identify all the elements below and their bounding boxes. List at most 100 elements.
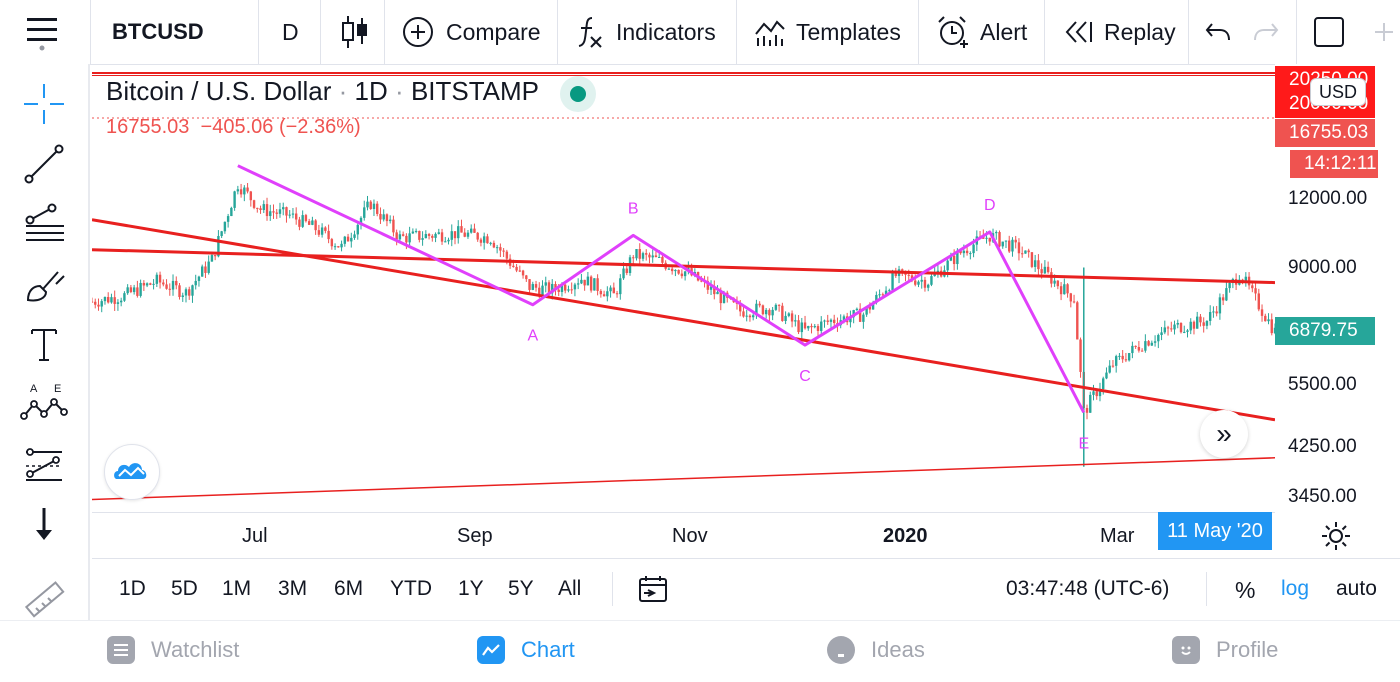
session-clock[interactable]: 03:47:48 (UTC-6) xyxy=(1006,577,1170,600)
last-price-tag: 16755.03 xyxy=(1275,119,1375,147)
range-6m[interactable]: 6M xyxy=(334,577,364,600)
nav-profile[interactable]: Profile xyxy=(1172,636,1278,664)
compare-button[interactable]: Compare xyxy=(402,0,541,64)
candle-body xyxy=(820,321,823,331)
market-status-indicator[interactable] xyxy=(560,76,596,112)
brush-tool[interactable] xyxy=(18,258,70,310)
candle-body xyxy=(311,220,314,225)
forecast-tool[interactable] xyxy=(18,438,70,490)
log-scale-toggle[interactable]: log xyxy=(1281,577,1310,600)
time-axis[interactable] xyxy=(92,512,1275,559)
candle-body xyxy=(593,278,596,291)
currency-badge[interactable]: USD xyxy=(1310,78,1366,106)
candle-body xyxy=(1196,316,1199,329)
chart-settings-button[interactable] xyxy=(1320,520,1352,552)
candle-body xyxy=(1202,322,1205,326)
candle-body xyxy=(1124,359,1128,361)
templates-button[interactable]: Templates xyxy=(754,0,901,64)
candle-body xyxy=(1183,331,1186,333)
candle-body xyxy=(178,285,181,297)
crosshair-date-label: 11 May '20 xyxy=(1158,512,1272,550)
nav-watchlist[interactable]: Watchlist xyxy=(107,636,239,664)
range-5d[interactable]: 5D xyxy=(171,577,198,600)
candle-body xyxy=(1173,324,1176,330)
candle-body xyxy=(453,231,457,239)
symbol-search[interactable]: BTCUSD xyxy=(112,19,204,44)
candle-body xyxy=(1092,391,1095,395)
candle-body xyxy=(1043,266,1047,274)
candle-body xyxy=(554,283,557,290)
redo-button[interactable] xyxy=(1252,0,1280,64)
fullscreen-button[interactable] xyxy=(1312,0,1346,64)
candle-body xyxy=(492,242,496,248)
candle-body xyxy=(917,281,920,285)
lower-trendline xyxy=(92,218,1275,422)
go-to-date-button[interactable] xyxy=(638,574,668,609)
sun-settings-icon xyxy=(1322,522,1350,550)
candle-body xyxy=(353,234,356,238)
candle-body xyxy=(1189,321,1192,331)
tradingview-logo[interactable] xyxy=(104,444,160,500)
candle-body xyxy=(781,305,784,321)
candle-body xyxy=(606,291,609,297)
candle-body xyxy=(716,292,719,295)
candle-body xyxy=(175,280,178,286)
candle-body xyxy=(210,255,214,262)
candle-body xyxy=(1260,309,1264,316)
alert-button[interactable]: Alert xyxy=(936,0,1027,64)
range-5y[interactable]: 5Y xyxy=(508,577,534,600)
percent-scale-toggle[interactable]: % xyxy=(1235,577,1256,603)
range-1d[interactable]: 1D xyxy=(119,577,146,600)
candle-body xyxy=(405,235,408,243)
auto-scale-toggle[interactable]: auto xyxy=(1336,577,1377,600)
candle-body xyxy=(418,230,421,240)
trendline-tool[interactable] xyxy=(18,138,70,190)
more-tools-button[interactable] xyxy=(18,498,70,550)
candle-body xyxy=(956,250,959,265)
menu-icon[interactable] xyxy=(24,0,60,64)
candle-body xyxy=(777,304,781,306)
range-all[interactable]: All xyxy=(558,577,582,600)
candle-body xyxy=(1176,322,1179,325)
range-1y[interactable]: 1Y xyxy=(458,577,484,600)
candle-body xyxy=(152,283,155,285)
chart-canvas[interactable]: A B C D E xyxy=(92,66,1275,512)
chart-type-button[interactable] xyxy=(340,0,370,64)
candle-body xyxy=(995,232,998,234)
candle-body xyxy=(920,279,923,282)
range-ytd[interactable]: YTD xyxy=(390,577,432,600)
candle-body xyxy=(807,325,810,329)
candle-body xyxy=(538,287,541,296)
candle-body xyxy=(366,201,369,208)
text-tool[interactable] xyxy=(18,318,70,370)
candle-body xyxy=(1033,260,1037,267)
indicators-button[interactable]: Indicators xyxy=(576,0,716,64)
candle-body xyxy=(742,311,745,317)
chart-legend-title[interactable]: Bitcoin / U.S. Dollar · 1D · BITSTAMP xyxy=(106,76,540,106)
indicators-label: Indicators xyxy=(616,18,716,45)
more-button[interactable] xyxy=(1372,0,1396,64)
candle-body xyxy=(1053,280,1056,284)
range-3m[interactable]: 3M xyxy=(278,577,308,600)
nav-chart[interactable]: Chart xyxy=(477,636,575,664)
candle-body xyxy=(126,287,129,294)
range-1m[interactable]: 1M xyxy=(222,577,252,600)
nav-ideas[interactable]: Ideas xyxy=(827,636,925,664)
crosshair-tool[interactable] xyxy=(18,78,70,130)
undo-button[interactable] xyxy=(1204,0,1232,64)
pattern-label-b: B xyxy=(628,200,639,217)
ruler-tool[interactable] xyxy=(18,574,70,626)
pattern-label-c: C xyxy=(799,368,811,385)
candle-body xyxy=(1127,353,1131,361)
scroll-to-realtime-button[interactable]: » xyxy=(1200,410,1248,458)
candle-body xyxy=(320,227,324,235)
function-icon xyxy=(578,17,602,48)
candle-body xyxy=(236,189,240,192)
candle-body xyxy=(119,300,123,303)
nav-ideas-label: Ideas xyxy=(871,637,925,662)
interval-button[interactable]: D xyxy=(282,18,299,45)
candle-body xyxy=(683,271,687,277)
replay-button[interactable]: Replay xyxy=(1064,0,1176,64)
fib-tool[interactable] xyxy=(18,198,70,250)
